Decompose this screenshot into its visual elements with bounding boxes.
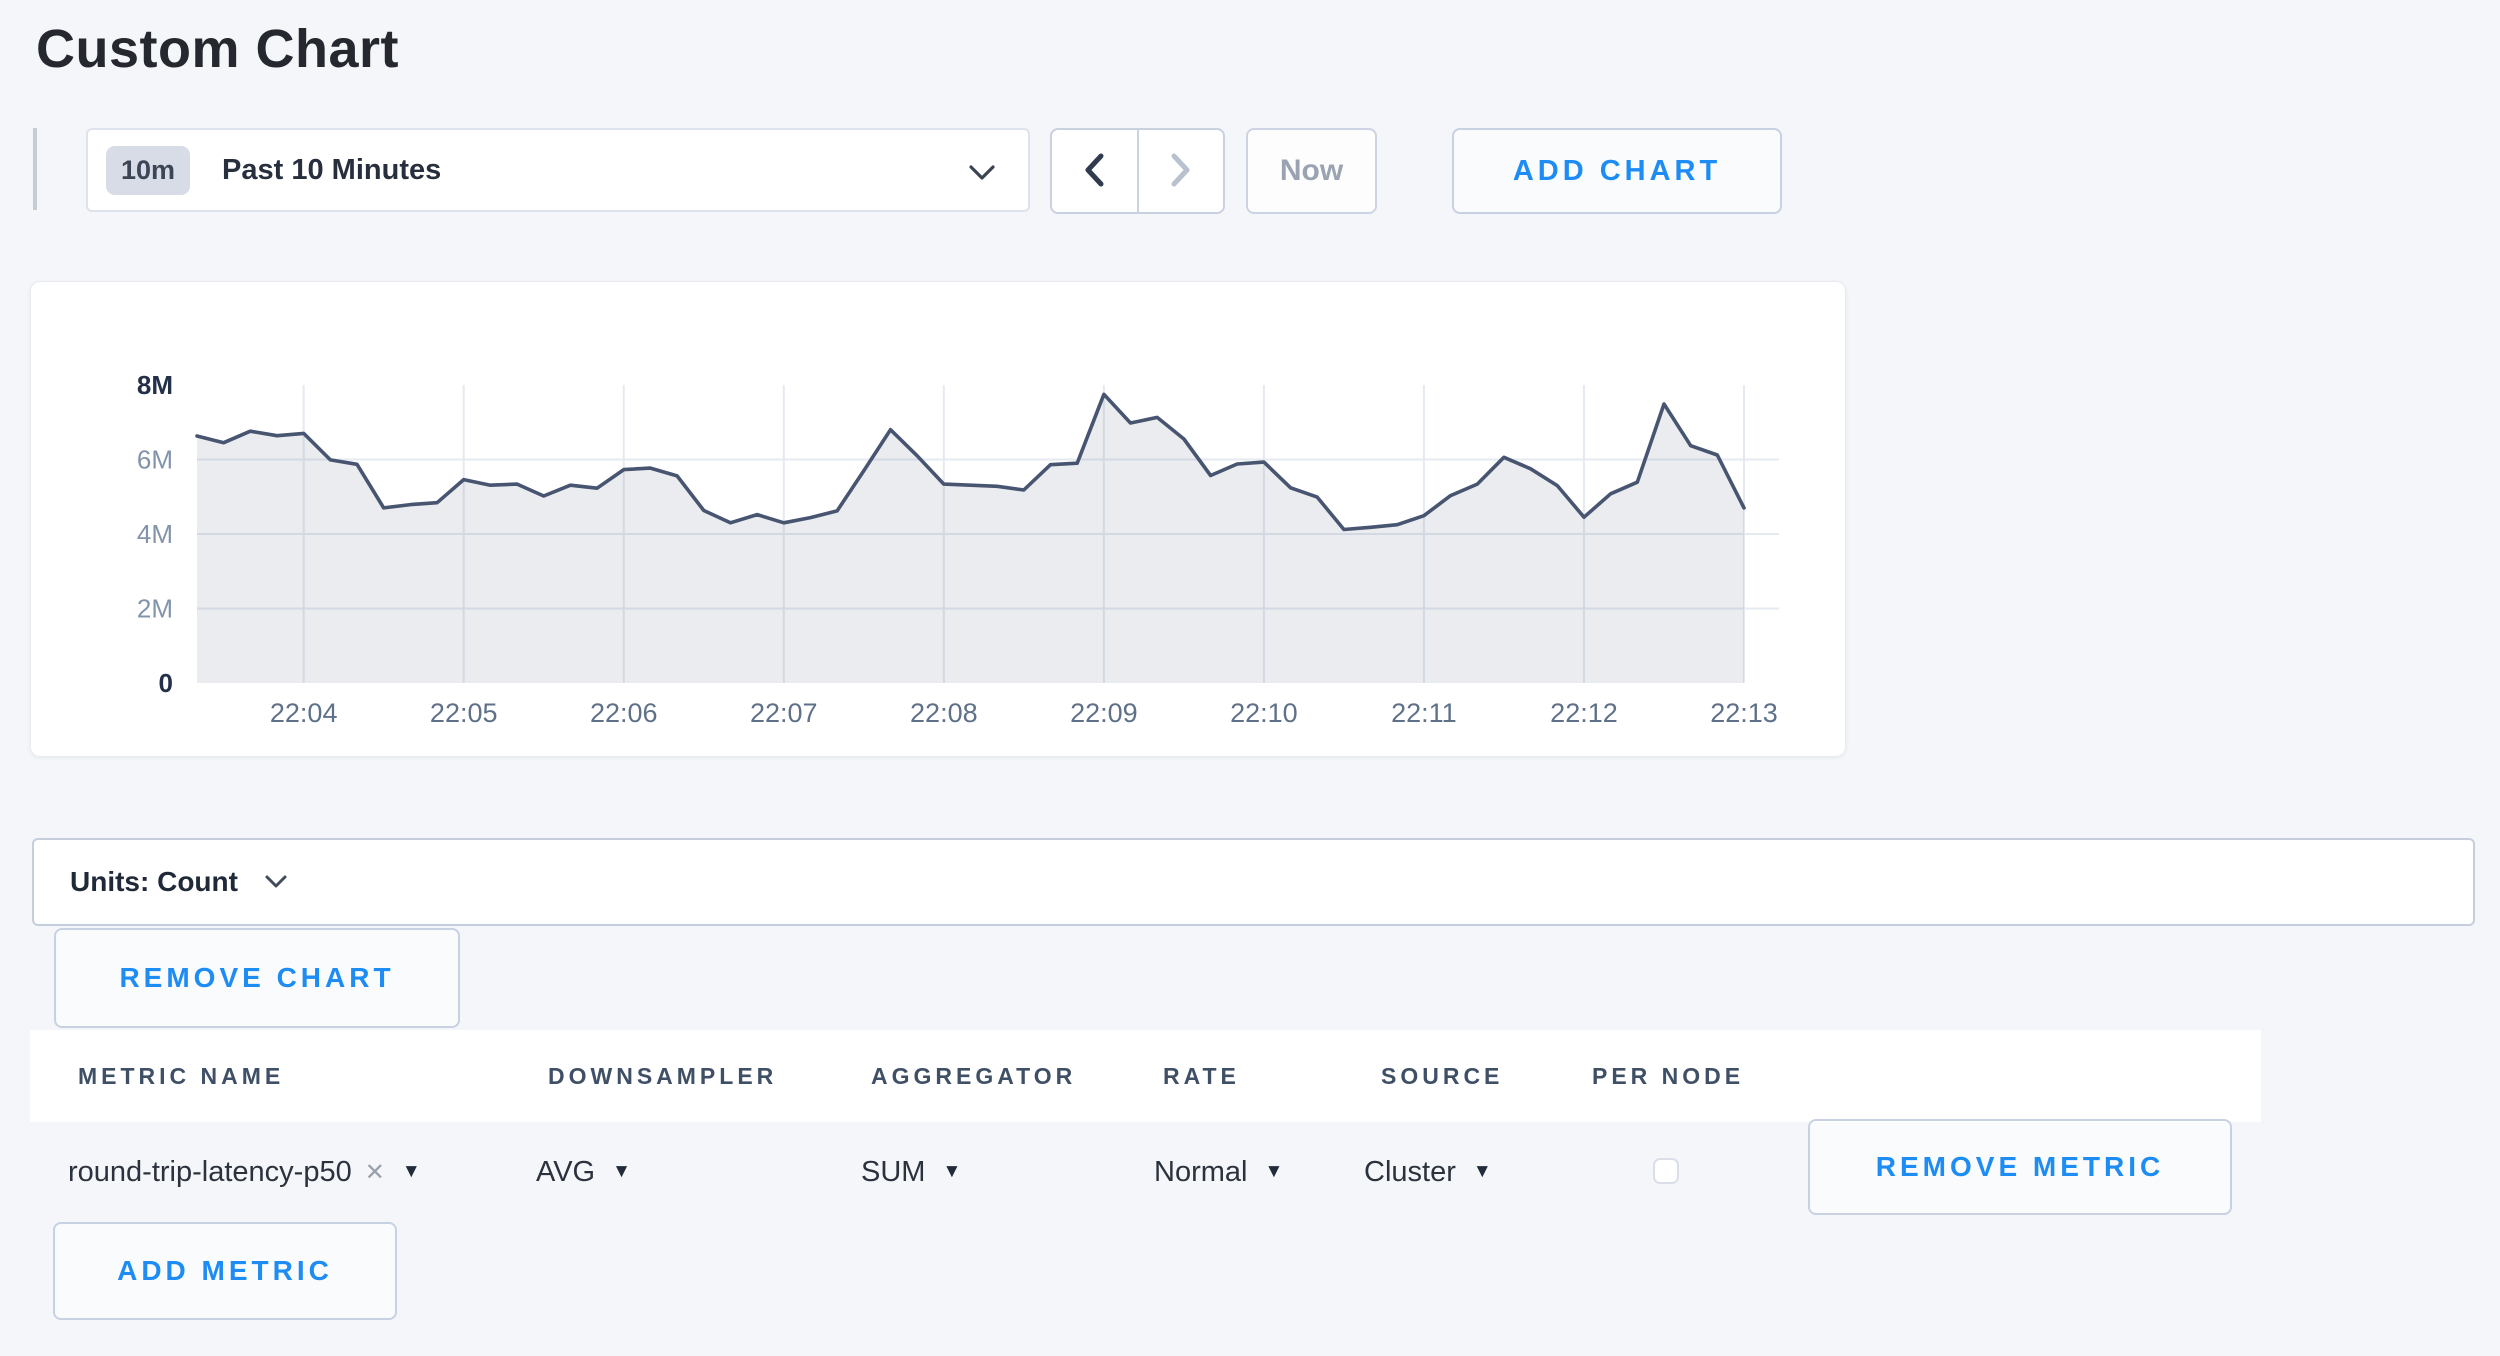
chevron-left-icon	[1083, 153, 1105, 190]
units-select[interactable]: Units: Count	[32, 838, 2475, 926]
now-button[interactable]: Now	[1246, 128, 1377, 214]
downsampler-dropdown[interactable]: AVG ▼	[536, 1144, 631, 1200]
downsampler-value: AVG	[536, 1155, 596, 1188]
rate-value: Normal	[1154, 1155, 1248, 1188]
chevron-down-icon	[264, 875, 288, 894]
column-header-metric-name: METRIC NAME	[78, 1063, 285, 1089]
source-dropdown[interactable]: Cluster ▼	[1364, 1144, 1492, 1200]
per-node-checkbox[interactable]	[1653, 1158, 1679, 1184]
svg-text:0: 0	[159, 668, 173, 698]
svg-text:6M: 6M	[137, 445, 173, 475]
chevron-down-icon	[968, 164, 996, 186]
aggregator-dropdown[interactable]: SUM ▼	[861, 1144, 961, 1200]
caret-down-icon: ▼	[612, 1161, 631, 1182]
time-range-badge: 10m	[106, 145, 191, 195]
add-metric-button[interactable]: ADD METRIC	[53, 1222, 397, 1320]
remove-chart-button[interactable]: REMOVE CHART	[54, 928, 460, 1028]
svg-text:22:04: 22:04	[270, 698, 338, 728]
time-forward-button[interactable]	[1136, 130, 1224, 212]
column-header-downsampler: DOWNSAMPLER	[548, 1063, 778, 1089]
svg-text:2M: 2M	[137, 594, 173, 624]
source-value: Cluster	[1364, 1155, 1456, 1188]
caret-down-icon: ▼	[1472, 1161, 1492, 1182]
time-back-button[interactable]	[1052, 130, 1137, 212]
time-selector-accent-bar	[33, 128, 37, 210]
svg-text:22:10: 22:10	[1230, 698, 1298, 728]
svg-text:22:05: 22:05	[430, 698, 498, 728]
metrics-table-header: METRIC NAME DOWNSAMPLER AGGREGATOR RATE …	[30, 1030, 2261, 1122]
remove-metric-button[interactable]: REMOVE METRIC	[1808, 1119, 2232, 1215]
caret-down-icon: ▼	[942, 1161, 962, 1182]
caret-down-icon: ▼	[401, 1161, 421, 1182]
column-header-rate: RATE	[1163, 1063, 1240, 1089]
column-header-per-node: PER NODE	[1592, 1063, 1745, 1089]
column-header-aggregator: AGGREGATOR	[871, 1063, 1077, 1089]
svg-text:22:11: 22:11	[1391, 698, 1457, 728]
metric-name-value: round-trip-latency-p50	[68, 1155, 352, 1188]
svg-text:22:07: 22:07	[750, 698, 818, 728]
page-title: Custom Chart	[36, 19, 400, 79]
timeseries-chart: 0 2M 4M 6M 8M 22:04 22:05 22:06 22:07 22:08 22:09 2…	[137, 370, 1779, 728]
rate-dropdown[interactable]: Normal ▼	[1154, 1144, 1283, 1200]
column-header-source: SOURCE	[1381, 1063, 1504, 1089]
chart-card: 0 2M 4M 6M 8M 22:04 22:05 22:06 22:07 22:08 22:09 2…	[30, 281, 1846, 757]
aggregator-value: SUM	[861, 1155, 926, 1188]
metric-name-dropdown[interactable]: round-trip-latency-p50 ✕ ▼	[68, 1144, 421, 1200]
time-range-label: Past 10 Minutes	[222, 153, 442, 186]
chevron-right-icon	[1170, 153, 1192, 190]
svg-text:22:09: 22:09	[1070, 698, 1138, 728]
svg-text:8M: 8M	[137, 370, 173, 400]
svg-text:22:12: 22:12	[1550, 698, 1618, 728]
svg-text:22:08: 22:08	[910, 698, 978, 728]
caret-down-icon: ▼	[1264, 1161, 1284, 1182]
svg-text:4M: 4M	[137, 519, 173, 549]
units-label: Units: Count	[70, 866, 238, 897]
remove-metric-tag-icon[interactable]: ✕	[364, 1158, 385, 1186]
time-range-select[interactable]: 10m Past 10 Minutes	[86, 128, 1030, 212]
svg-text:22:13: 22:13	[1710, 698, 1778, 728]
add-chart-button[interactable]: ADD CHART	[1452, 128, 1782, 214]
svg-text:22:06: 22:06	[590, 698, 658, 728]
time-nav-group	[1050, 128, 1225, 214]
